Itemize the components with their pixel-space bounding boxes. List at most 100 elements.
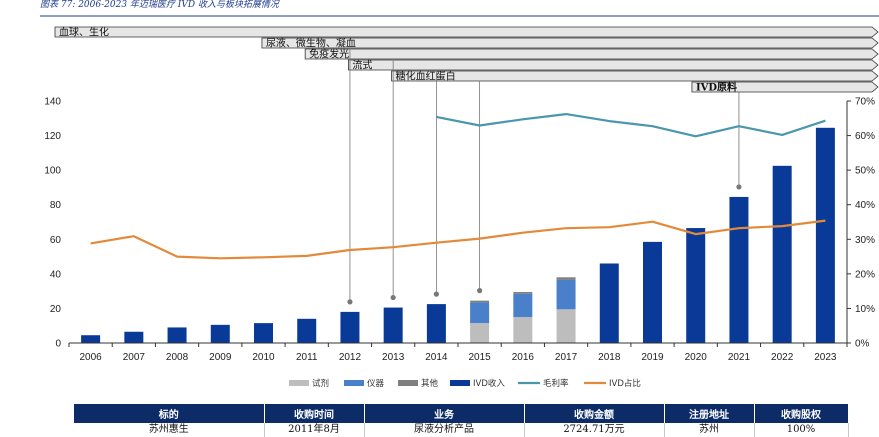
x-tick-label: 2013 bbox=[382, 352, 405, 363]
marker-dot bbox=[736, 184, 742, 190]
bar-series bbox=[81, 127, 835, 344]
legend-label: 仪器 bbox=[367, 379, 385, 389]
legend-swatch bbox=[398, 380, 418, 386]
legend: 试剂 仪器 其他 IVD收入 毛利率 IVD占比 bbox=[289, 378, 641, 389]
bar-reagent bbox=[513, 317, 533, 343]
bar-ivd-revenue bbox=[340, 311, 360, 343]
x-tick-label: 2009 bbox=[209, 352, 232, 363]
marker-dot bbox=[390, 294, 396, 301]
banner-arrow bbox=[261, 37, 879, 49]
bar-ivd-revenue bbox=[686, 228, 706, 343]
x-tick-label: 2014 bbox=[425, 352, 448, 363]
table-header-business: 业务 bbox=[364, 404, 525, 423]
acquisition-markers bbox=[347, 48, 742, 305]
line-ivd-share bbox=[90, 219, 826, 260]
line-gross-margin bbox=[436, 112, 826, 138]
banner-arrow bbox=[347, 59, 879, 71]
y-right-tick-label: 20% bbox=[855, 269, 875, 280]
legend-label: IVD占比 bbox=[609, 378, 641, 389]
y-left-tick-label: 80 bbox=[50, 200, 62, 211]
x-tick-label: 2017 bbox=[555, 352, 578, 363]
bar-ivd-revenue bbox=[167, 327, 187, 343]
table-cell-time: 2011年8月 bbox=[264, 423, 365, 437]
x-tick-label: 2019 bbox=[641, 352, 664, 363]
bar-ivd-revenue bbox=[254, 323, 273, 343]
bar-other bbox=[556, 277, 576, 280]
table-header-address: 注册地址 bbox=[664, 404, 755, 423]
y-right-tick-label: 0% bbox=[855, 339, 870, 350]
banner-label: 尿液、微生物、凝血 bbox=[266, 37, 356, 50]
x-tick-label: 2015 bbox=[468, 352, 491, 363]
y-right-tick-label: 30% bbox=[855, 235, 875, 246]
table-cell-equity: 100% bbox=[754, 423, 849, 437]
x-tick-label: 2020 bbox=[685, 352, 708, 363]
x-tick-label: 2022 bbox=[771, 352, 794, 363]
bar-ivd-revenue bbox=[599, 263, 619, 343]
bar-reagent bbox=[470, 323, 490, 343]
bar-other bbox=[470, 300, 490, 303]
banner-label: 免疫发光 bbox=[309, 48, 349, 61]
x-tick-label: 2012 bbox=[339, 352, 362, 363]
table-header-target: 标的 bbox=[74, 404, 265, 423]
x-tick-label: 2007 bbox=[123, 352, 146, 363]
bar-ivd-revenue bbox=[383, 307, 403, 343]
banner-arrow bbox=[391, 70, 879, 82]
bar-ivd-revenue bbox=[81, 335, 101, 343]
bar-reagent bbox=[556, 309, 576, 343]
marker-dot bbox=[347, 299, 353, 305]
x-tick-label: 2018 bbox=[598, 352, 621, 363]
chart-caption: 图表 77: 2006-2023 年迈瑞医疗 IVD 收入与板块拓展情况 bbox=[40, 0, 280, 10]
banner-arrow bbox=[691, 81, 879, 93]
table-header-row: 标的 收购时间 业务 收购金额 注册地址 收购股权 bbox=[74, 404, 849, 423]
x-tick-label: 2016 bbox=[512, 352, 535, 363]
table-row: 苏州惠生 2011年8月 尿液分析产品 2724.71万元 苏州 100% bbox=[74, 423, 849, 437]
y-left-tick-label: 140 bbox=[44, 97, 61, 108]
legend-swatch bbox=[289, 380, 309, 386]
marker-dot bbox=[477, 288, 483, 294]
x-tick-label: 2006 bbox=[79, 352, 102, 363]
y-right-tick-label: 10% bbox=[855, 304, 875, 315]
bar-ivd-revenue bbox=[210, 324, 230, 343]
y-left-tick-label: 60 bbox=[50, 235, 62, 246]
banner-arrow bbox=[54, 26, 879, 38]
legend-swatch bbox=[344, 380, 364, 386]
bar-ivd-revenue bbox=[729, 196, 749, 343]
bar-ivd-revenue bbox=[124, 331, 144, 343]
bar-ivd-revenue bbox=[426, 304, 446, 343]
bar-instrument bbox=[513, 293, 533, 318]
x-tick-label: 2023 bbox=[814, 352, 837, 363]
y-left-tick-label: 120 bbox=[44, 131, 61, 142]
y-left-tick-label: 20 bbox=[50, 304, 62, 315]
legend-label: IVD收入 bbox=[473, 378, 505, 389]
legend-label: 毛利率 bbox=[543, 378, 569, 389]
y-right-tick-label: 50% bbox=[855, 166, 875, 177]
legend-swatch bbox=[450, 380, 470, 386]
banner-label: 血球、生化 bbox=[59, 26, 109, 39]
x-tick-label: 2008 bbox=[166, 352, 189, 363]
x-tick-label: 2011 bbox=[296, 352, 318, 363]
bar-instrument bbox=[470, 302, 490, 324]
bar-other bbox=[513, 292, 533, 294]
y-left-tick-label: 0 bbox=[55, 339, 61, 350]
bar-ivd-revenue bbox=[772, 165, 792, 343]
bar-ivd-revenue bbox=[297, 318, 317, 343]
bar-ivd-revenue bbox=[815, 127, 835, 344]
y-left-tick-label: 100 bbox=[44, 166, 61, 177]
bar-instrument bbox=[556, 279, 576, 310]
line-series bbox=[90, 112, 826, 260]
table-header-equity: 收购股权 bbox=[754, 404, 849, 423]
x-tick-label: 2010 bbox=[252, 352, 275, 363]
axes: 2006 2007 2008 2009 2010 2011 2012 2013 2014 2015… bbox=[44, 97, 875, 364]
legend-label: 试剂 bbox=[312, 378, 329, 389]
table-cell-address: 苏州 bbox=[664, 423, 755, 437]
bar-ivd-revenue bbox=[643, 241, 662, 343]
y-left-tick-label: 40 bbox=[50, 269, 62, 280]
acquisition-table: 标的 收购时间 业务 收购金额 注册地址 收购股权 苏州惠生 2011年8月 尿… bbox=[74, 404, 849, 437]
table-header-amount: 收购金额 bbox=[524, 404, 665, 423]
banner-label: 糖化血红蛋白 bbox=[396, 70, 456, 83]
table-header-time: 收购时间 bbox=[264, 404, 365, 423]
y-right-tick-label: 60% bbox=[855, 131, 875, 142]
table-cell-business: 尿液分析产品 bbox=[364, 423, 525, 437]
x-tick-label: 2021 bbox=[728, 352, 751, 363]
